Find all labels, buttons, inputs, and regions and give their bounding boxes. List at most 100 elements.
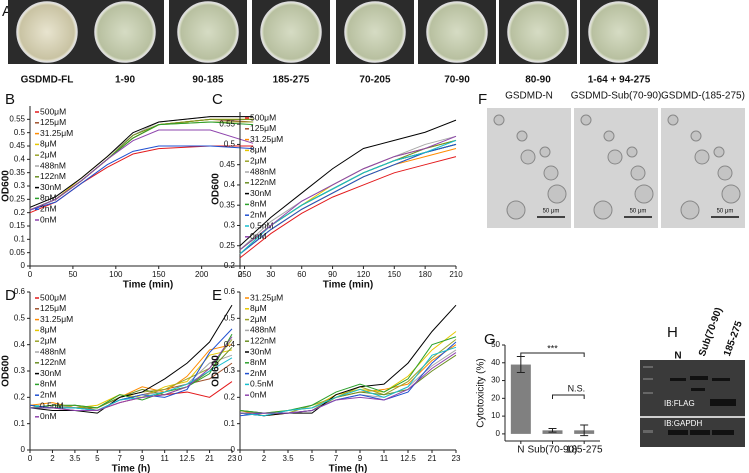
x-tick-label: 7 (118, 454, 123, 463)
x-tick-label: 9 (140, 454, 145, 463)
x-tick-label: 5 (95, 454, 100, 463)
plate (507, 1, 569, 63)
x-tick-label: 90 (328, 270, 337, 279)
series-line (239, 304, 457, 417)
legend-label: 2μM (40, 335, 57, 345)
y-tick-label: 0.25 (9, 194, 25, 203)
y-tick-label: 0.1 (14, 419, 26, 428)
bar (510, 364, 531, 434)
legend-label: 122nM (40, 171, 66, 181)
series-line (239, 135, 457, 251)
x-tick-label: 0 (238, 454, 243, 463)
blot-bands (643, 366, 736, 435)
plate-label: 1-90 (115, 75, 135, 86)
plate (260, 1, 322, 63)
y-tick-label: 0.15 (9, 221, 25, 230)
x-tick-label: 2 (50, 454, 55, 463)
cell (543, 165, 559, 181)
cell (717, 165, 733, 181)
annotation: *** (547, 343, 558, 353)
y-tick-label: 0.55 (9, 114, 25, 123)
cell (630, 165, 646, 181)
lane-label: Sub(70-90) (697, 306, 725, 358)
x-axis-label: Time (h) (112, 464, 151, 473)
micrograph (661, 108, 745, 228)
cell (607, 149, 623, 165)
error-bar (580, 424, 589, 437)
x-tick-label: 11 (380, 454, 389, 463)
cell (694, 149, 710, 165)
legend-label: 30nM (250, 188, 271, 198)
plate (177, 1, 239, 63)
x-tick-label: 100 (109, 270, 123, 279)
plate (94, 1, 156, 63)
series-line (29, 304, 233, 414)
legend-label: 500μM (40, 292, 66, 302)
plate-label: GSDMD-FL (21, 75, 74, 86)
legend-label: 2μM (40, 149, 57, 159)
micrograph-title: GSDMD-(185-275) (661, 91, 745, 102)
y-tick-label: 0.4 (224, 340, 236, 349)
band-label: IB:FLAG (664, 399, 695, 408)
series-line (29, 116, 254, 208)
legend-label: 8nM (250, 199, 267, 209)
legend-label: 488nM (250, 166, 276, 176)
x-tick-label: 120 (357, 270, 371, 279)
x-tick-label: 60 (297, 270, 306, 279)
plate (588, 1, 650, 63)
plate (16, 1, 78, 63)
plate-label: 70-205 (359, 75, 391, 86)
panel-label: B (5, 91, 15, 108)
cell (721, 184, 741, 204)
legend-label: 125μM (40, 303, 66, 313)
plate-label: 80-90 (525, 75, 551, 86)
cell (493, 114, 505, 126)
y-axis-label: OD600 (211, 173, 222, 205)
y-tick-label: 0.05 (9, 248, 25, 257)
band-label: IB:GAPDH (664, 419, 702, 428)
x-tick-label: 9 (358, 454, 363, 463)
x-tick-label: 21 (428, 454, 437, 463)
plates: GSDMD-FL 1-90 90-185 185-275 70-205 70-90 80-9… (8, 0, 658, 86)
x-tick-label: 3.5 (69, 454, 81, 463)
chart: C 0.2 0.25 0.3 0.35 0.4 0.45 0.5 0.55 0 30 60 90 120 1… (211, 91, 464, 291)
legend-label: 31.25μM (40, 314, 73, 324)
series-line (239, 119, 457, 247)
panel-label: E (212, 287, 222, 304)
y-tick-label: 0.45 (219, 160, 235, 169)
cell (516, 130, 528, 142)
y-tick-label: 0.5 (224, 140, 236, 149)
legend-label: 0nM (40, 411, 57, 421)
x-tick-label: 21 (205, 454, 214, 463)
cell (520, 149, 536, 165)
plate-label: 70-90 (444, 75, 470, 86)
series-line (239, 336, 457, 414)
x-tick-label: 185-275 (566, 445, 603, 456)
y-tick-label: 0.45 (9, 141, 25, 150)
x-tick-label: 12.5 (179, 454, 195, 463)
legend-label: 122nM (40, 357, 66, 367)
lane-label: N (674, 351, 681, 362)
legend-label: 0.5nM (40, 400, 64, 410)
x-tick-label: 250 (238, 270, 252, 279)
legend-label: 125μM (40, 117, 66, 127)
legend-label: 0nM (250, 231, 267, 241)
plate-label: 90-185 (192, 75, 224, 86)
cell (593, 200, 613, 220)
x-tick-label: 2 (262, 454, 267, 463)
chart: G 0 10 20 30 40 50 N Sub(70-90)185-275 Cytotoxici… (476, 331, 603, 456)
y-tick-label: 0.5 (14, 313, 26, 322)
error-bar (548, 428, 557, 433)
cell (690, 130, 702, 142)
x-tick-label: 30 (266, 270, 275, 279)
panel-label: H (667, 324, 678, 341)
x-tick-label: 7 (334, 454, 339, 463)
y-tick-label: 0.35 (219, 200, 235, 209)
y-tick-label: 40 (491, 358, 500, 367)
significance-bracket (552, 394, 585, 399)
x-tick-label: 150 (152, 270, 166, 279)
x-tick-label: 200 (195, 270, 209, 279)
plate-label: 1-64 + 94-275 (588, 75, 651, 86)
y-axis-label: OD600 (1, 355, 12, 387)
x-tick-label: 23 (228, 454, 237, 463)
